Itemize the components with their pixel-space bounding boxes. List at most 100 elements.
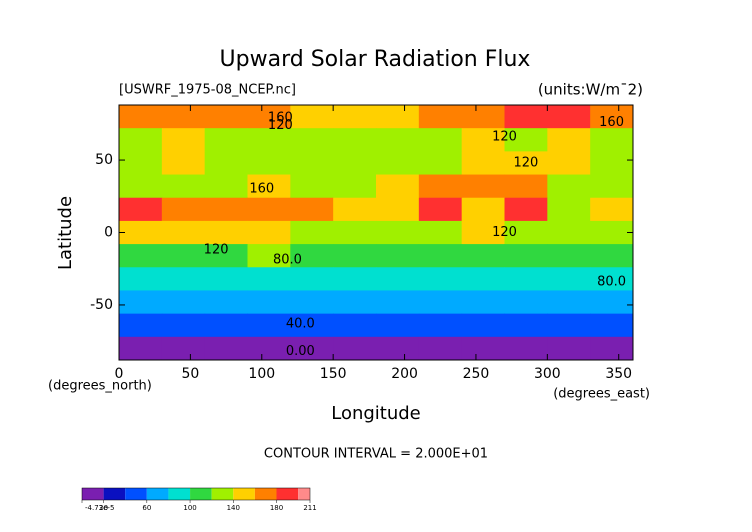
contour-cell [161,105,206,129]
contour-cell [547,267,591,291]
contour-cell [333,220,377,245]
contour-cell [119,128,163,152]
contour-cell [247,174,291,199]
colorbar-label: 20 [99,504,108,512]
contour-cell [547,313,591,338]
x-unit: (degrees_east) [553,387,650,402]
contour-cell [204,197,248,222]
contour-cell [119,105,163,129]
contour-cell [204,290,248,315]
contour-cell [161,174,206,199]
contour-cell [161,313,206,338]
contour-cell [161,267,206,291]
contour-cell [376,174,420,199]
contour-cell [161,244,206,268]
contour-cell [547,128,591,152]
contour-cell [376,105,420,129]
contour-cell [247,336,291,361]
contour-cell [333,313,377,338]
contour-cell [247,244,291,268]
contour-cell [204,313,248,338]
contour-cell [504,105,548,129]
contour-cell [290,313,334,338]
contour-cell [247,128,291,152]
contour-cell [504,244,548,268]
contour-cell [590,267,634,291]
chart-title: Upward Solar Radiation Flux [220,47,531,72]
contour-cell [547,105,591,129]
contour-cell [590,174,634,199]
colorbar-label: 140 [227,504,240,512]
contour-cell [547,336,591,361]
colorbar-swatch [103,488,126,500]
contour-cell [418,128,463,152]
contour-cell [376,290,420,315]
contour-cell [333,197,377,222]
y-tick-label: -50 [90,297,113,313]
contour-cell [333,105,377,129]
contour-label: 120 [514,155,539,170]
contour-cell [418,151,463,176]
contour-label: 120 [204,242,229,257]
contour-cell [119,151,163,176]
x-tick-label: 50 [181,366,199,382]
contour-cell [290,105,334,129]
contour-cell [161,151,206,176]
contour-cell [204,220,248,245]
contour-label: 160 [249,182,274,197]
contour-cell [376,128,420,152]
contour-cell [376,267,420,291]
contour-label: 120 [492,225,517,240]
contour-cell [418,244,463,268]
contour-cell [461,267,505,291]
colorbar-swatch [276,488,299,500]
colorbar-swatch [233,488,255,500]
contour-cell [590,336,634,361]
contour-cell [119,174,163,199]
contour-cell [333,267,377,291]
contour-cell [461,290,505,315]
contour-cell [333,244,377,268]
contour-cell [119,336,163,361]
contour-cell [461,313,505,338]
contour-cell [119,267,163,291]
contour-cell [376,244,420,268]
contour-cell [290,197,334,222]
contour-cell [290,151,334,176]
contour-interval: CONTOUR INTERVAL = 2.000E+01 [264,447,488,462]
contour-cell [290,220,334,245]
contour-cell [418,105,463,129]
contour-cell [204,244,248,268]
contour-cell [590,220,634,245]
contour-cell [161,290,206,315]
contour-cell [333,128,377,152]
contour-cell [504,197,548,222]
contour-cell [204,267,248,291]
contour-cell [119,244,163,268]
y-tick-label: 50 [95,152,113,168]
contour-cell [547,197,591,222]
colorbar-swatch [146,488,169,500]
contour-cell [290,244,334,268]
contour-cell [333,290,377,315]
contour-cell [376,336,420,361]
contour-cell [590,313,634,338]
contour-cell [504,267,548,291]
colorbar-swatch [125,488,147,500]
contour-label: 120 [268,118,293,133]
units-label: (units:W/m¯2) [538,81,643,99]
contour-cell [290,174,334,199]
x-tick-label: 0 [115,366,124,382]
colorbar-label: -4.73e-5 [85,504,114,512]
x-axis-title: Longitude [331,403,421,424]
contour-cell [376,197,420,222]
y-unit: (degrees_north) [48,379,152,394]
x-tick-label: 350 [605,366,632,382]
contour-label: 120 [492,129,517,144]
contour-cell [547,151,591,176]
contour-cell [504,313,548,338]
contour-cell [204,336,248,361]
contour-cell [504,151,548,176]
colorbar-swatch [298,488,310,500]
